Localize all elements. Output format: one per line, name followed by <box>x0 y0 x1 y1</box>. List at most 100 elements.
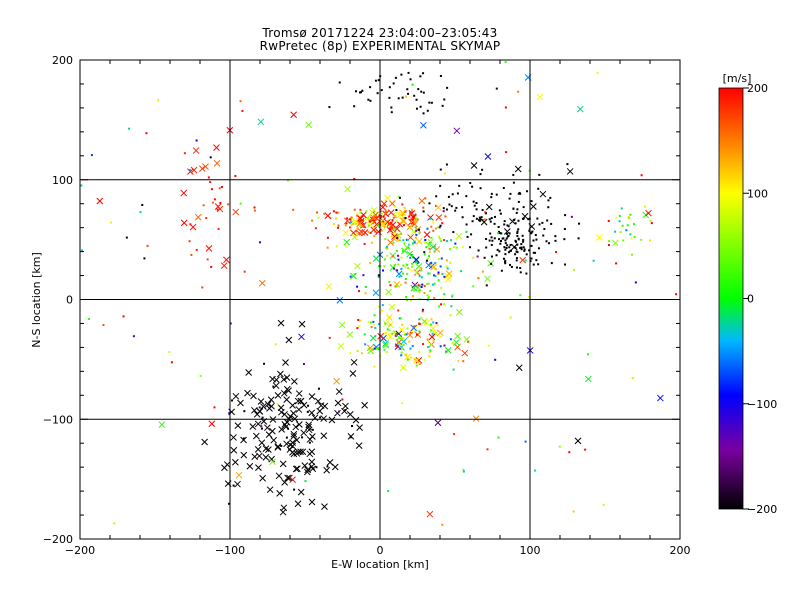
data-point-dot <box>618 220 621 223</box>
data-point-dot <box>397 239 400 242</box>
data-point-dot <box>416 218 419 221</box>
data-point-dot <box>453 433 456 436</box>
data-point-cross <box>187 168 194 175</box>
data-point-cross <box>328 416 336 424</box>
data-point-dot <box>631 253 634 256</box>
data-point-dot <box>455 206 458 209</box>
data-point-dot <box>414 236 417 239</box>
data-point-dot <box>422 206 425 209</box>
data-point-cross <box>297 397 305 405</box>
data-point-dot <box>452 368 455 371</box>
data-point-cross <box>304 466 312 474</box>
data-point-dot <box>420 90 423 93</box>
data-point-dot <box>427 346 430 349</box>
data-point-dot <box>211 201 214 204</box>
data-point-dot <box>328 336 331 339</box>
data-point-dot <box>542 234 545 237</box>
data-point-dot <box>514 253 517 256</box>
data-point-dot <box>404 281 407 284</box>
data-point-dot <box>380 216 383 219</box>
data-point-dot <box>500 269 503 272</box>
data-point-cross <box>262 454 270 461</box>
data-point-dot <box>202 204 205 207</box>
data-point-dot <box>495 254 498 257</box>
data-point-dot <box>441 523 444 526</box>
data-point-dot <box>490 192 493 195</box>
data-point-dot <box>392 331 395 334</box>
data-point-dot <box>620 207 623 210</box>
data-point-cross <box>539 190 547 198</box>
data-point-cross <box>201 438 208 446</box>
data-point-dot <box>505 237 508 240</box>
data-point-cross <box>485 203 493 211</box>
data-point-cross <box>380 221 388 228</box>
data-point-dot <box>515 266 518 269</box>
data-point-dot <box>534 469 537 472</box>
data-point-dot <box>413 241 416 244</box>
data-point-dot <box>568 451 571 454</box>
data-point-cross <box>379 203 387 211</box>
x-tick-label: 200 <box>670 544 691 557</box>
data-point-cross <box>612 239 619 247</box>
data-point-dot <box>394 344 397 347</box>
data-point-dot <box>508 246 511 249</box>
data-point-dot <box>460 270 463 273</box>
data-point-dot <box>394 205 397 208</box>
data-point-dot <box>498 230 501 233</box>
data-point-dot <box>429 343 432 346</box>
data-point-cross <box>453 127 461 135</box>
data-point-cross <box>308 498 316 506</box>
data-point-dot <box>409 256 412 259</box>
data-point-cross <box>412 256 420 263</box>
data-point-dot <box>428 101 431 104</box>
data-point-dot <box>349 275 352 278</box>
data-point-dot <box>383 258 386 261</box>
data-point-cross <box>430 263 437 271</box>
data-point-dot <box>524 259 527 262</box>
y-tick-label: −100 <box>43 413 73 426</box>
data-point-dot <box>499 212 502 215</box>
data-point-dot <box>367 218 370 221</box>
data-point-dot <box>228 502 231 505</box>
data-point-dot <box>563 227 566 230</box>
data-point-cross <box>414 284 422 291</box>
data-point-dot <box>431 332 434 335</box>
data-point-dot <box>444 172 447 175</box>
data-point-dot <box>532 251 535 254</box>
x-tick-label: −100 <box>215 544 245 557</box>
data-point-dot <box>509 249 512 252</box>
data-point-dot <box>286 427 289 430</box>
data-point-cross <box>316 407 324 415</box>
data-point-dot <box>517 192 520 195</box>
data-point-dot <box>472 200 475 203</box>
data-point-cross <box>274 392 282 399</box>
data-point-dot <box>356 232 359 235</box>
data-point-cross <box>429 243 437 251</box>
data-point-dot <box>630 237 633 240</box>
data-point-cross <box>262 445 270 452</box>
data-point-cross <box>180 189 188 197</box>
data-point-dot <box>441 222 444 225</box>
data-point-dot <box>378 305 381 308</box>
data-point-cross <box>355 442 363 450</box>
data-point-cross <box>350 358 358 366</box>
data-point-dot <box>443 239 446 242</box>
data-point-cross <box>360 211 367 219</box>
data-point-cross <box>380 200 388 208</box>
data-point-dot <box>550 262 553 265</box>
data-point-cross <box>280 376 288 383</box>
data-point-dot <box>394 332 397 335</box>
data-point-cross <box>284 474 291 482</box>
data-point-cross <box>406 331 414 339</box>
data-point-dot <box>260 425 263 428</box>
axes: −200 −100 0 100 200 200 100 0 −100 −200 <box>43 54 691 557</box>
data-point-dot <box>619 231 622 234</box>
data-point-dot <box>516 232 519 235</box>
data-point-dot <box>432 321 435 324</box>
data-point-dot <box>353 177 356 180</box>
data-point-dot <box>397 309 400 312</box>
data-point-dot <box>428 272 431 275</box>
data-point-dot <box>263 362 266 365</box>
data-point-dot <box>207 176 210 179</box>
data-point-dot <box>432 339 435 342</box>
